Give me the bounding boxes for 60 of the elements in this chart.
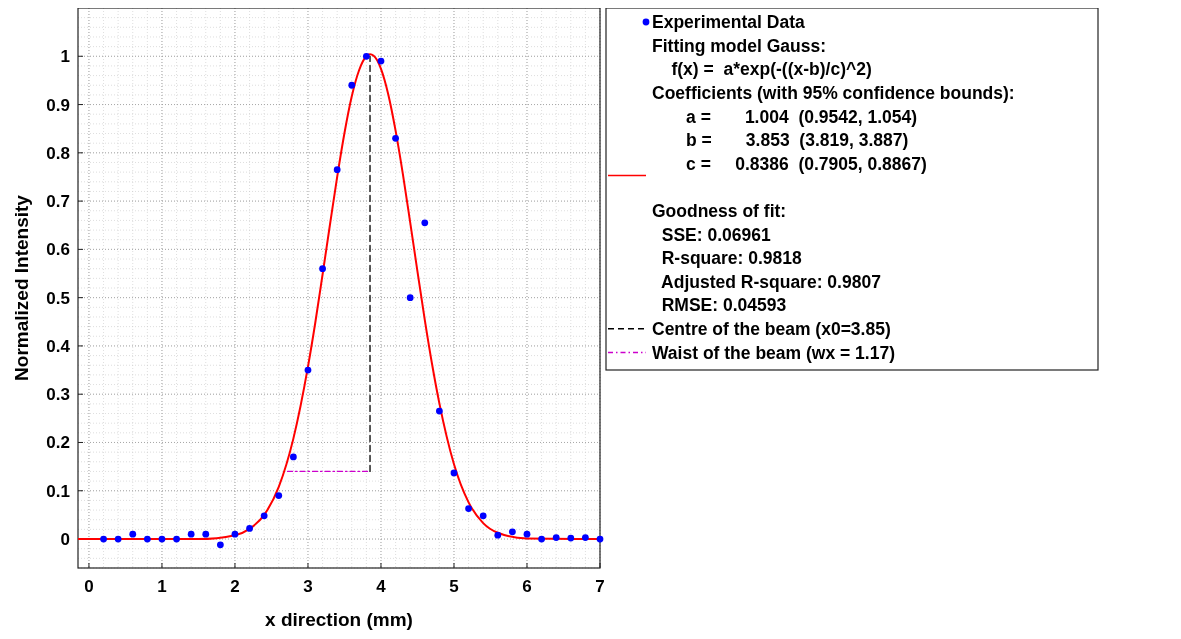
legend-label: Centre of the beam (x0=3.85) <box>652 318 891 339</box>
y-tick-label: 0.7 <box>46 192 70 212</box>
point <box>538 535 545 543</box>
point <box>260 512 268 520</box>
y-tick-label: 0.2 <box>46 433 70 453</box>
point <box>202 530 210 538</box>
x-axis-title: x direction (mm) <box>265 609 413 630</box>
point <box>421 219 429 227</box>
point <box>435 407 443 415</box>
point <box>173 535 180 543</box>
point <box>114 535 122 543</box>
x-tick-label: 7 <box>595 577 605 596</box>
x-tick-label: 1 <box>157 577 167 596</box>
point <box>479 512 487 520</box>
y-tick-label: 0.8 <box>46 143 70 163</box>
point <box>158 535 166 543</box>
point <box>362 52 370 60</box>
x-tick-label: 3 <box>303 577 313 596</box>
text: Fitting model Gauss: f(x) = a*exp(-((x-b)/c)^2) Coefficients (with 95% confidence bounds): a = 1.004 (0.9542, 1.054) b = 3.853 (3.819, 3.887) c = 0.8386 (0.7905, 0.8867) Goodness of fit: SSE: 0.06961 R-square: 0.9818 Adjusted R-square: 0.9807 RMSE: 0.04593 <box>652 35 1015 316</box>
point <box>494 531 502 539</box>
point <box>304 366 312 374</box>
point <box>465 505 472 513</box>
point <box>377 57 385 65</box>
y-tick-label: 0.3 <box>46 385 70 405</box>
y-tick-label: 1 <box>60 47 70 67</box>
x-tick-label: 6 <box>522 577 532 596</box>
x-tick-label: 5 <box>449 577 459 596</box>
point <box>582 534 589 541</box>
x-tick-label: 0 <box>84 577 94 596</box>
y-axis-title: Normalized Intensity <box>11 194 32 381</box>
y-tick-label: 0 <box>60 529 70 549</box>
point <box>289 453 297 461</box>
y-tick-label: 0.5 <box>46 288 70 308</box>
point <box>508 528 516 536</box>
point <box>246 525 253 532</box>
point <box>567 534 575 542</box>
point <box>450 469 458 477</box>
point <box>216 541 224 549</box>
y-tick-label: 0.9 <box>46 95 70 115</box>
legend-label: Waist of the beam (wx = 1.17) <box>652 342 895 363</box>
point <box>333 166 341 174</box>
point <box>275 492 283 499</box>
point <box>187 530 195 538</box>
point <box>523 530 531 538</box>
point <box>143 535 151 543</box>
point <box>348 81 356 89</box>
point <box>406 294 414 302</box>
point <box>552 534 560 541</box>
x-tick-label: 4 <box>376 577 387 596</box>
y-tick-label: 0.4 <box>46 336 71 356</box>
x-tick-label: 2 <box>230 577 240 596</box>
point <box>100 535 107 543</box>
point <box>231 530 239 538</box>
point <box>129 530 137 538</box>
point <box>596 535 604 543</box>
y-tick-label: 0.1 <box>46 481 70 501</box>
point <box>319 265 326 273</box>
legend-label: Experimental Data <box>652 12 805 33</box>
point <box>392 134 399 142</box>
y-tick-label: 0.6 <box>46 240 70 260</box>
